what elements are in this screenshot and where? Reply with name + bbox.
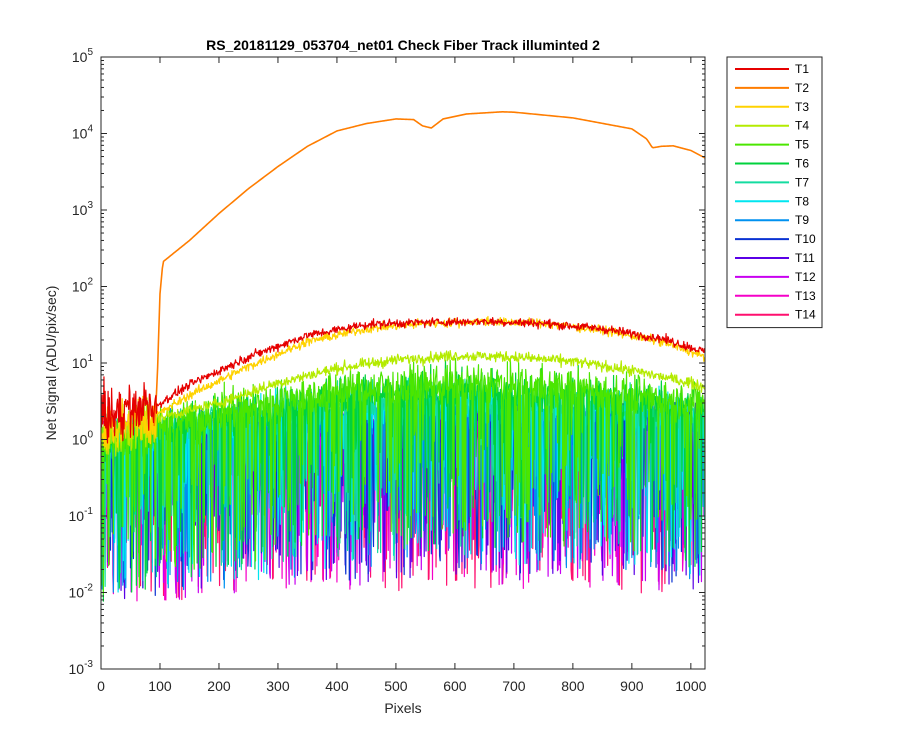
legend-label-t13: T13 (795, 289, 816, 303)
series-line-t1 (101, 316, 705, 444)
legend-label-t2: T2 (795, 81, 809, 95)
x-tick-label: 400 (325, 678, 349, 694)
x-tick-label: 800 (561, 678, 585, 694)
y-tick-label: 102 (72, 277, 94, 295)
x-axis-label: Pixels (384, 700, 421, 716)
y-tick-label: 100 (72, 430, 94, 448)
series-line-t5 (101, 357, 705, 595)
legend-label-t5: T5 (795, 138, 809, 152)
y-tick-label: 10-2 (69, 583, 94, 601)
legend-box (726, 56, 823, 329)
legend-label-t4: T4 (795, 119, 809, 133)
series-line-t2 (153, 111, 705, 427)
x-tick-label: 0 (97, 678, 105, 694)
x-tick-label: 900 (620, 678, 644, 694)
legend-label-t14: T14 (795, 308, 816, 322)
legend-label-t11: T11 (795, 251, 815, 265)
legend: T1 T2 T3 T4 T5 T6 T7 T8 T9 T10 T11 T12 T13 T14 (726, 56, 823, 329)
legend-label-t9: T9 (795, 213, 809, 227)
x-tick-label: 600 (443, 678, 467, 694)
legend-label-t3: T3 (795, 100, 809, 114)
legend-label-t12: T12 (795, 270, 816, 284)
x-tick-label: 700 (502, 678, 526, 694)
y-tick-label: 104 (72, 124, 94, 142)
axes-layer: 0 100 200 300 400 500 600 700 800 900 1000 10-3 10-2… (69, 47, 707, 694)
y-tick-label: 10-3 (69, 659, 94, 677)
x-tick-label: 200 (207, 678, 231, 694)
chart-title: RS_20181129_053704_net01 Check Fiber Tra… (206, 37, 600, 53)
y-tick-label: 105 (72, 47, 94, 65)
legend-label-t1: T1 (795, 62, 809, 76)
series-layer (101, 111, 705, 602)
x-tick-label: 1000 (675, 678, 706, 694)
x-tick-label: 100 (148, 678, 172, 694)
x-tick-label: 500 (384, 678, 408, 694)
legend-label-t6: T6 (795, 157, 809, 171)
y-tick-label: 103 (72, 200, 94, 218)
y-tick-label: 101 (72, 353, 94, 371)
series-line-t4 (101, 350, 705, 457)
y-axis-label: Net Signal (ADU/pix/sec) (43, 286, 59, 441)
legend-label-t10: T10 (795, 232, 816, 246)
x-tick-label: 300 (266, 678, 290, 694)
y-tick-label: 10-1 (69, 506, 94, 524)
legend-label-t8: T8 (795, 194, 809, 208)
legend-label-t7: T7 (795, 175, 809, 189)
